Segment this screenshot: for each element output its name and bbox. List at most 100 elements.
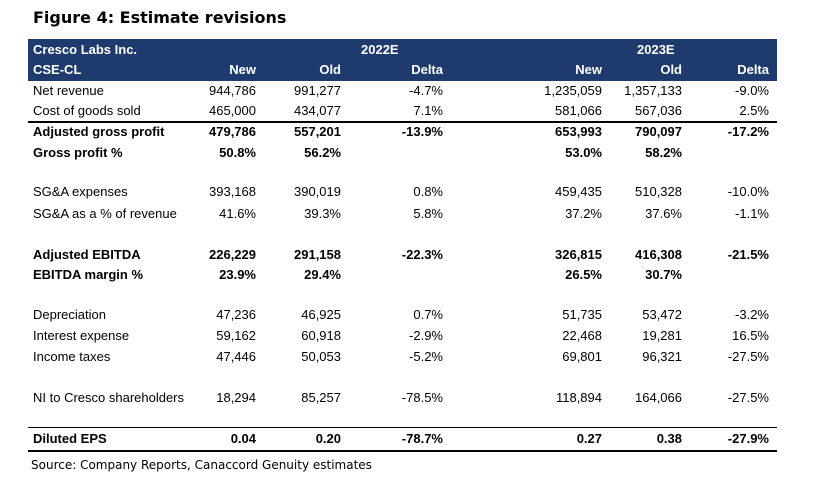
table-row: Diluted EPS 0.04 0.20 -78.7% 0.27 0.38 -27.9% [28,429,777,449]
cell-new-2022: 393,168 [209,184,256,199]
cell-delta-2022: 5.8% [413,206,443,221]
cell-delta-2023: -27.5% [727,390,769,405]
cell-delta-2022: 7.1% [413,103,443,118]
cell-new-2023: 118,894 [555,390,602,405]
year-2022-header: 2022E [361,42,399,57]
cell-old-2023: 790,097 [635,124,682,139]
table-row: Adjusted gross profit 479,786 557,201 -13.9… [28,122,777,142]
col-new-2022: New [229,62,256,77]
table-row: Income taxes 47,446 50,053 -5.2% 69,801 96,32… [28,347,777,367]
cell-new-2023: 69,801 [562,349,602,364]
cell-delta-2023: -9.0% [735,83,769,98]
table-row: Adjusted EBITDA 226,229 291,158 -22.3% 326,8… [28,245,777,265]
cell-new-2022: 18,294 [216,390,256,405]
cell-new-2023: 653,993 [555,124,602,139]
row-label: EBITDA margin % [33,267,144,282]
cell-old-2023: 19,281 [642,328,682,343]
cell-new-2022: 41.6% [219,206,256,221]
row-label: Cost of goods sold [33,103,141,118]
cell-old-2022: 85,257 [301,390,341,405]
cell-delta-2023: -27.5% [727,349,769,364]
cell-new-2022: 47,446 [216,349,256,364]
col-old-2022: Old [319,62,341,77]
cell-old-2023: 416,308 [635,247,682,262]
cell-old-2022: 56.2% [304,145,341,160]
cell-delta-2022: -22.3% [401,247,443,262]
cell-old-2023: 510,328 [635,184,682,199]
table-row: SG&A expenses 393,168 390,019 0.8% 459,435 51… [28,182,777,202]
row-label: Gross profit % [33,145,123,160]
row-label: Interest expense [33,328,130,343]
cell-new-2023: 37.2% [565,206,602,221]
ticker: CSE-CL [33,62,82,77]
cell-new-2022: 944,786 [209,83,256,98]
cell-new-2023: 22,468 [562,328,602,343]
table-divider [28,121,777,123]
row-label: Depreciation [33,307,106,322]
table-row: Interest expense 59,162 60,918 -2.9% 22,468 1… [28,326,777,346]
cell-old-2022: 991,277 [294,83,341,98]
table-header: Cresco Labs Inc. CSE-CL 2022E 2023E New … [28,39,777,81]
cell-old-2022: 557,201 [294,124,341,139]
cell-old-2022: 60,918 [301,328,341,343]
cell-old-2022: 39.3% [304,206,341,221]
cell-new-2023: 53.0% [565,145,602,160]
table-divider [28,427,777,428]
col-delta-2022: Delta [411,62,443,77]
cell-new-2023: 581,066 [555,103,602,118]
cell-old-2023: 37.6% [645,206,682,221]
cell-delta-2023: -1.1% [735,206,769,221]
table-row: Depreciation 47,236 46,925 0.7% 51,735 53,472… [28,305,777,325]
cell-old-2023: 30.7% [645,267,682,282]
cell-new-2022: 47,236 [216,307,256,322]
cell-delta-2023: -3.2% [735,307,769,322]
cell-old-2022: 434,077 [294,103,341,118]
cell-new-2023: 326,815 [555,247,602,262]
cell-delta-2023: 16.5% [732,328,769,343]
cell-new-2022: 23.9% [219,267,256,282]
row-label: Income taxes [33,349,111,364]
cell-delta-2022: -78.7% [401,431,443,446]
source-note: Source: Company Reports, Canaccord Genui… [31,458,372,472]
cell-delta-2023: 2.5% [739,103,769,118]
cell-delta-2022: 0.7% [413,307,443,322]
row-label: SG&A expenses [33,184,128,199]
cell-old-2023: 0.38 [656,431,682,446]
cell-delta-2023: -27.9% [727,431,769,446]
cell-new-2023: 51,735 [562,307,602,322]
cell-new-2022: 226,229 [209,247,256,262]
row-label: Net revenue [33,83,104,98]
col-delta-2023: Delta [737,62,769,77]
figure-title: Figure 4: Estimate revisions [33,8,287,27]
col-new-2023: New [575,62,602,77]
cell-old-2023: 96,321 [642,349,682,364]
cell-delta-2022: -13.9% [401,124,443,139]
cell-delta-2022: -2.9% [409,328,443,343]
cell-delta-2022: -5.2% [409,349,443,364]
cell-old-2022: 29.4% [304,267,341,282]
cell-new-2022: 465,000 [209,103,256,118]
col-old-2023: Old [660,62,682,77]
table-divider [28,450,777,452]
cell-old-2023: 53,472 [642,307,682,322]
cell-new-2023: 26.5% [565,267,602,282]
row-label: NI to Cresco shareholders [33,390,185,405]
table-row: Cost of goods sold 465,000 434,077 7.1% 581,… [28,101,777,121]
row-label: Diluted EPS [33,431,107,446]
cell-delta-2022: 0.8% [413,184,443,199]
cell-new-2023: 0.27 [576,431,602,446]
table-row: SG&A as a % of revenue 41.6% 39.3% 5.8% 37.2… [28,204,777,224]
year-2023-header: 2023E [637,42,675,57]
cell-new-2022: 0.04 [230,431,256,446]
cell-old-2022: 291,158 [294,247,341,262]
table-row: EBITDA margin % 23.9% 29.4% 26.5% 30.7% [28,265,777,285]
cell-new-2023: 1,235,059 [544,83,602,98]
table-row: Gross profit % 50.8% 56.2% 53.0% 58.2% [28,143,777,163]
table-row: Net revenue 944,786 991,277 -4.7% 1,235,059 1… [28,81,777,101]
cell-old-2022: 0.20 [315,431,341,446]
cell-new-2022: 59,162 [216,328,256,343]
cell-delta-2022: -4.7% [409,83,443,98]
cell-new-2022: 479,786 [209,124,256,139]
table-row: NI to Cresco shareholders 18,294 85,257 -78… [28,388,777,408]
cell-old-2023: 58.2% [645,145,682,160]
